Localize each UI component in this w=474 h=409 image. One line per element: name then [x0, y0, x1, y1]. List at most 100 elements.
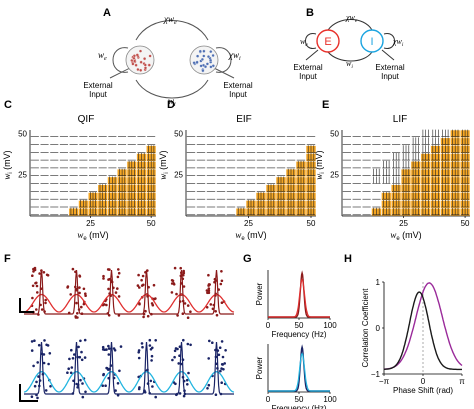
- spike-dot: [49, 385, 52, 388]
- b-arrow-input-right: [381, 49, 395, 61]
- spike-trace: [256, 192, 266, 200]
- population-rate-line: [23, 371, 235, 393]
- spike-dot: [176, 314, 179, 317]
- spike-dot: [176, 347, 179, 351]
- b-input-right-line2: Input: [381, 72, 400, 81]
- spike-trace: [431, 129, 440, 137]
- spike-dot: [174, 382, 177, 386]
- spike-dot: [182, 394, 186, 398]
- spike-trace: [127, 199, 136, 208]
- spike-trace: [266, 207, 276, 216]
- arrow-left-loop: [112, 47, 129, 73]
- spike-dot: [220, 279, 224, 283]
- spike-dot: [205, 306, 209, 309]
- spike-dot: [70, 348, 73, 352]
- spike-trace: [421, 153, 430, 161]
- spike-trace: [118, 184, 127, 192]
- spike-trace: [431, 160, 440, 169]
- spike-dot: [70, 366, 74, 369]
- spike-trace: [461, 153, 470, 161]
- spike-trace: [147, 168, 156, 176]
- spike-dot: [79, 339, 82, 343]
- spike-trace: [372, 168, 381, 176]
- synaptic-current-line: [24, 269, 234, 315]
- spike-dot: [206, 387, 209, 390]
- spike-trace: [401, 184, 411, 192]
- spike-trace: [98, 199, 107, 208]
- spike-trace: [108, 176, 117, 184]
- spike-trace: [431, 137, 440, 145]
- b-w-top-label: χwe: [345, 13, 358, 24]
- spike-dot: [187, 371, 190, 375]
- neuron-dot: [147, 63, 151, 67]
- spike-dot: [104, 384, 107, 388]
- spike-dot: [42, 353, 46, 356]
- spike-dot: [181, 312, 185, 316]
- y-tick-label: −1: [371, 370, 381, 379]
- panel-d: D EIF 25 50 25 50 we (mV) wi (mV): [158, 99, 316, 242]
- spike-dot: [35, 284, 39, 288]
- spike-dot: [112, 347, 116, 350]
- spike-dot: [46, 344, 50, 347]
- spike-trace: [441, 168, 450, 176]
- b-arrow-input-left: [305, 49, 319, 61]
- spike-dot: [173, 349, 177, 353]
- x-axis-label: Phase Shift (rad): [393, 386, 453, 395]
- spike-trace: [441, 137, 450, 145]
- spike-dot: [185, 378, 189, 382]
- spike-trace: [392, 176, 401, 184]
- spike-trace: [401, 192, 411, 200]
- spike-trace: [306, 168, 316, 176]
- spike-trace: [451, 184, 460, 192]
- spike-trace: [276, 192, 286, 200]
- x-tick-label: 50: [147, 219, 156, 228]
- neuron-dot: [136, 67, 140, 72]
- spike-dot: [102, 274, 105, 278]
- neuron-dot: [143, 63, 147, 67]
- spike-dot: [76, 312, 79, 315]
- spike-trace: [411, 168, 420, 176]
- spike-dot: [81, 395, 85, 399]
- spike-dot: [182, 273, 185, 277]
- neuron-dot: [198, 49, 202, 53]
- w-right-label: χwi: [228, 50, 241, 62]
- spike-dot: [189, 343, 192, 347]
- x-tick-label: 100: [323, 321, 337, 330]
- spike-trace: [451, 137, 460, 145]
- spike-dot: [116, 382, 120, 385]
- spike-dot: [154, 297, 157, 300]
- spike-trace: [392, 207, 401, 216]
- x-tick-label: −π: [379, 377, 390, 386]
- spike-trace: [431, 199, 440, 208]
- spike-trace: [306, 160, 316, 169]
- spike-dot: [69, 371, 73, 375]
- spike-dot: [220, 367, 223, 370]
- spike-dot: [150, 354, 154, 358]
- spike-dot: [33, 266, 37, 270]
- spike-trace: [286, 207, 296, 216]
- spike-trace: [382, 168, 391, 176]
- spike-dot: [102, 373, 105, 377]
- spike-dot: [221, 363, 224, 366]
- spike-trace: [276, 184, 286, 192]
- neuron-dot: [134, 63, 138, 67]
- spike-dot: [79, 378, 82, 382]
- spike-trace: [286, 199, 296, 208]
- spike-dot: [173, 355, 176, 359]
- spike-dot: [138, 386, 141, 389]
- x-axis-label: we (mV): [77, 230, 108, 242]
- spike-trace: [137, 153, 146, 161]
- spike-trace: [382, 192, 391, 200]
- spike-dot: [37, 343, 41, 347]
- spike-dot: [214, 393, 218, 397]
- spike-dot: [78, 275, 82, 278]
- x-tick-label: 50: [461, 219, 470, 228]
- neuron-dot: [143, 57, 147, 61]
- panel-e: E LIF 25 50 25 50 we (mV) wi (mV): [314, 99, 470, 242]
- spike-trace: [246, 207, 256, 216]
- spike-trace: [431, 153, 440, 161]
- panel-c-title: QIF: [78, 114, 95, 125]
- x-tick-label: 25: [86, 219, 95, 228]
- spike-dot: [118, 369, 121, 373]
